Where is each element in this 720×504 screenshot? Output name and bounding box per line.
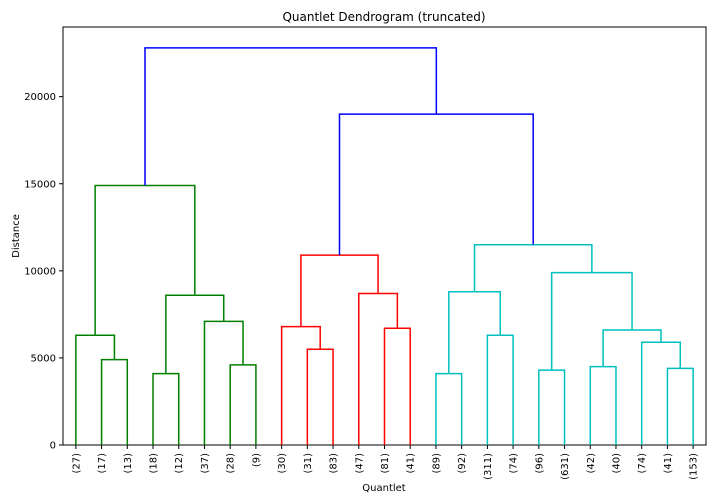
leaf-label: (81) (380, 453, 391, 474)
y-axis-title: Distance (11, 214, 22, 258)
dendrogram-link (100, 358, 129, 445)
dendrogram-link (229, 364, 257, 445)
leaf-label: (89) (431, 453, 442, 474)
leaf-label: (74) (637, 453, 648, 474)
leaf-label: (41) (663, 453, 674, 474)
leaf-label: (18) (149, 453, 160, 474)
leaf-label: (31) (303, 453, 314, 474)
leaf-label: (153) (689, 453, 700, 480)
leaf-label: (13) (123, 453, 134, 474)
leaf-label: (42) (586, 453, 597, 474)
dendrogram-link (666, 367, 694, 445)
leaf-label: (30) (277, 453, 288, 474)
leaf-label: (28) (226, 453, 237, 474)
dendrogram-link (538, 369, 566, 445)
dendrogram-links (75, 47, 694, 445)
y-tick-label: 15000 (24, 179, 56, 190)
dendrogram-link (75, 334, 116, 445)
dendrogram-link (589, 365, 617, 445)
dendrogram-link (144, 47, 438, 186)
leaf-label: (74) (509, 453, 520, 474)
dendrogram-link (435, 372, 463, 445)
x-axis-title: Quantlet (362, 483, 406, 494)
dendrogram-link (473, 243, 593, 292)
dendrogram-link (486, 334, 514, 445)
leaf-label: (12) (174, 453, 185, 474)
leaf-label: (37) (200, 453, 211, 474)
dendrogram-link (358, 292, 399, 445)
x-axis: (27) (17) (13) (18) (12) (37) (28) (9) (30) (31) (… (71, 445, 700, 480)
dendrogram-link (203, 320, 244, 445)
dendrogram-link (602, 329, 662, 367)
leaf-label: (41) (406, 453, 417, 474)
leaf-label: (96) (534, 453, 545, 474)
leaf-label: (47) (354, 453, 365, 474)
dendrogram-link (280, 325, 321, 445)
leaf-label: (83) (329, 453, 340, 474)
y-tick-label: 20000 (24, 92, 56, 103)
dendrogram-link (165, 294, 225, 374)
y-tick-label: 0 (50, 441, 56, 452)
leaf-label: (17) (97, 453, 108, 474)
y-axis: 0 5000 10000 15000 20000 (24, 92, 63, 452)
dendrogram-link (300, 254, 379, 327)
dendrogram-link (550, 271, 633, 371)
leaf-label: (631) (560, 453, 571, 480)
leaf-label: (9) (251, 453, 262, 467)
dendrogram-link (383, 327, 411, 445)
leaf-label: (311) (483, 453, 494, 480)
leaf-label: (40) (611, 453, 622, 474)
chart-title: Quantlet Dendrogram (truncated) (282, 10, 485, 24)
leaf-label: (92) (457, 453, 468, 474)
dendrogram-link (306, 348, 334, 445)
dendrogram-link (640, 341, 682, 445)
dendrogram-link (448, 290, 501, 374)
dendrogram-link (94, 184, 196, 336)
dendrogram-link (338, 113, 534, 256)
dendrogram-link (152, 372, 180, 445)
y-tick-label: 5000 (31, 353, 56, 364)
y-tick-label: 10000 (24, 266, 56, 277)
leaf-label: (27) (71, 453, 82, 474)
